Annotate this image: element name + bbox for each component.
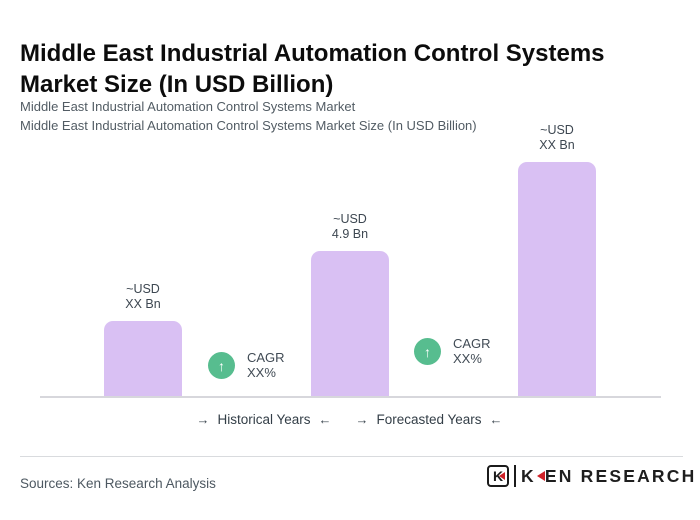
cagr-label: CAGR XX% [247, 350, 285, 380]
logo-badge-triangle-icon [499, 472, 505, 480]
bar-group-1: ~USD XX Bn [104, 282, 182, 396]
bar [518, 162, 596, 396]
cagr-label: CAGR XX% [453, 336, 491, 366]
arrow-up-icon: ↑ [208, 352, 235, 379]
cagr-label-line-2: XX% [453, 350, 482, 366]
left-arrow-icon: ← [489, 411, 503, 427]
sources-note: Sources: Ken Research Analysis [20, 476, 216, 491]
logo-red-triangle-icon [532, 471, 545, 481]
axis-group-historical: → Historical Years ← [154, 409, 374, 429]
bar-value-line-2: XX Bn [125, 296, 161, 311]
x-axis-line [40, 396, 661, 398]
cagr-label-line-1: CAGR [247, 350, 285, 365]
bar-value-line-1: ~USD [126, 282, 160, 296]
ken-research-logo: K K EN RESEARCH [487, 464, 696, 488]
bar-group-3: ~USD XX Bn [518, 123, 596, 396]
bar-value-label: ~USD XX Bn [125, 282, 160, 311]
chart-subtitle-line-2: Middle East Industrial Automation Contro… [20, 117, 477, 133]
axis-group-label: Historical Years [217, 411, 311, 427]
logo-separator [514, 465, 516, 487]
cagr-label-line-2: XX% [247, 364, 276, 380]
cagr-badge-1: ↑ CAGR XX% [208, 350, 285, 380]
logo-wordmark-prefix: K [521, 465, 536, 486]
chart-subtitle: Middle East Industrial Automation Contro… [20, 98, 620, 135]
bar-value-line-1: ~USD [540, 123, 574, 137]
bar-value-line-2: XX Bn [539, 137, 575, 152]
page-title: Middle East Industrial Automation Contro… [20, 38, 690, 100]
bar-value-label: ~USD 4.9 Bn [332, 212, 368, 241]
left-arrow-icon: ← [318, 411, 332, 427]
page-title-line-1: Middle East Industrial Automation Contro… [20, 40, 605, 68]
logo-badge-letter: K [492, 468, 504, 484]
arrow-up-icon: ↑ [414, 338, 441, 365]
bar [104, 321, 182, 396]
bar-value-label: ~USD XX Bn [539, 123, 574, 152]
cagr-badge-2: ↑ CAGR XX% [414, 336, 491, 366]
logo-wordmark: K EN RESEARCH [521, 466, 696, 487]
axis-group-forecasted: → Forecasted Years ← [319, 409, 539, 429]
logo-badge: K [487, 465, 509, 487]
bar [311, 251, 389, 396]
axis-group-label: Forecasted Years [376, 411, 482, 427]
bar-value-line-1: ~USD [333, 212, 367, 226]
right-arrow-icon: → [355, 411, 369, 427]
bar-value-line-2: 4.9 Bn [331, 226, 369, 241]
bar-group-2: ~USD 4.9 Bn [311, 212, 389, 396]
cagr-label-line-1: CAGR [453, 336, 491, 351]
right-arrow-icon: → [196, 411, 210, 427]
page-title-line-2: Market Size (In USD Billion) [20, 71, 334, 99]
logo-wordmark-suffix: EN RESEARCH [544, 465, 697, 486]
footer-divider [20, 456, 683, 457]
chart-subtitle-line-1: Middle East Industrial Automation Contro… [20, 99, 356, 114]
